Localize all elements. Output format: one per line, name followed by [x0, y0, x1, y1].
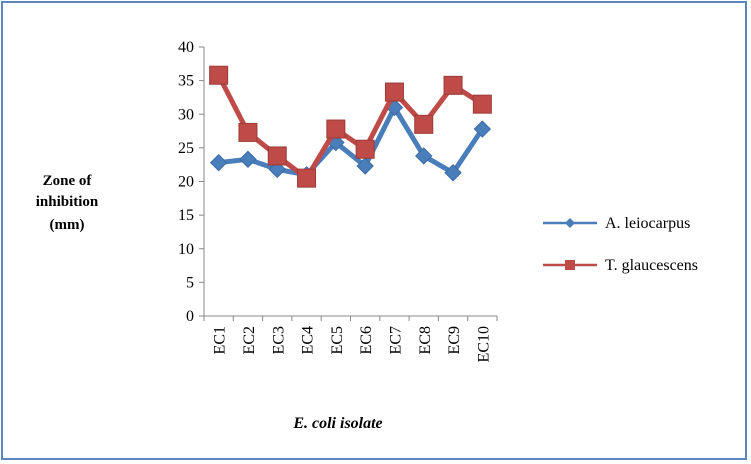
series-2: [209, 65, 492, 188]
series-layer: [209, 65, 492, 188]
x-tick-label: EC8: [417, 326, 434, 354]
data-point: [239, 150, 257, 169]
y-tick-label: 20: [178, 174, 194, 191]
y-tick-label: 15: [178, 207, 194, 224]
series-line: [218, 105, 485, 178]
y-axis-label-line-2: inhibition: [36, 194, 99, 210]
x-tick-label: EC6: [358, 326, 375, 354]
data-point: [238, 122, 258, 142]
legend-item-2: T. glaucescens: [543, 257, 698, 274]
x-axis-label: E. coli isolate: [292, 415, 382, 432]
legend-label: A. leiocarpus: [605, 215, 690, 232]
y-tick-label: 5: [186, 274, 194, 291]
y-tick-label: 35: [178, 73, 194, 90]
data-point: [297, 168, 317, 188]
data-point: [267, 146, 287, 166]
data-point: [355, 139, 375, 159]
data-point: [473, 120, 492, 138]
x-tick-label: EC3: [270, 326, 287, 354]
x-tick-label: EC10: [475, 326, 492, 362]
legend: A. leiocarpus T. glaucescens: [543, 215, 698, 274]
x-tick-label: EC2: [241, 326, 258, 354]
axes: [199, 46, 498, 321]
y-tick-label: 30: [178, 106, 194, 123]
data-point: [414, 114, 434, 134]
data-point: [384, 82, 404, 102]
data-point: [472, 94, 492, 114]
y-tick-label: 40: [178, 39, 194, 56]
data-point: [443, 75, 463, 95]
y-tick-label: 10: [178, 241, 194, 258]
x-tick-label: EC4: [300, 326, 317, 354]
legend-item-1: A. leiocarpus: [543, 215, 690, 232]
legend-marker: [565, 218, 575, 228]
tick-labels: 0 5 10 15 20 25 30 35 40 EC1 EC2 EC3 EC4 EC5 EC6 EC7 EC8…: [178, 39, 492, 362]
x-tick-label: EC1: [212, 326, 229, 354]
x-tick-label: EC5: [329, 326, 346, 354]
legend-marker: [565, 260, 575, 270]
data-point: [209, 65, 229, 85]
data-point: [415, 147, 433, 165]
y-tick-label: 25: [178, 140, 194, 157]
data-point: [326, 119, 346, 139]
data-point: [356, 157, 374, 175]
series-line: [216, 74, 484, 181]
x-tick-label: EC9: [446, 326, 463, 354]
legend-label: T. glaucescens: [605, 257, 698, 274]
y-axis-label-line-3: (mm): [50, 217, 85, 233]
x-tick-label: EC7: [387, 326, 404, 354]
y-tick-label: 0: [186, 308, 194, 325]
data-point: [444, 164, 462, 182]
data-point: [209, 153, 228, 172]
y-axis-label-line-1: Zone of: [43, 173, 93, 189]
